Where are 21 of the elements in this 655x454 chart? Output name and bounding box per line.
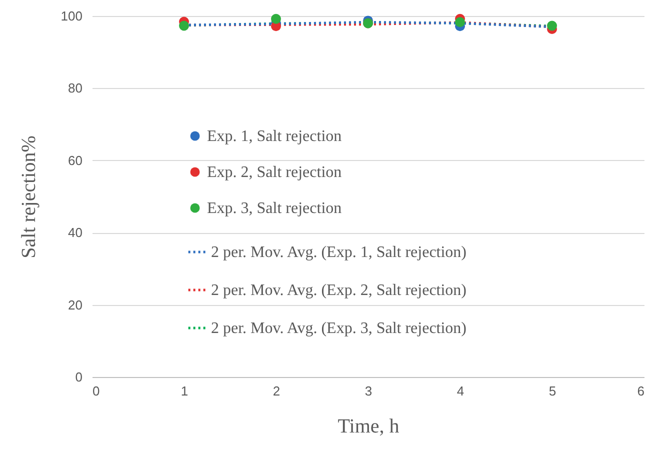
- legend-label: Exp. 3, Salt rejection: [207, 200, 342, 217]
- y-axis-title: Salt rejection%: [18, 136, 40, 258]
- legend-label: Exp. 2, Salt rejection: [207, 164, 342, 181]
- legend-label: 2 per. Mov. Avg. (Exp. 1, Salt rejection): [211, 244, 467, 261]
- y-tick-label: 60: [68, 152, 82, 168]
- legend-label: Exp. 1, Salt rejection: [207, 128, 342, 145]
- y-tick-label: 80: [68, 80, 82, 96]
- legend-label: 2 per. Mov. Avg. (Exp. 3, Salt rejection): [211, 320, 467, 337]
- x-tick-label: 4: [456, 384, 464, 398]
- legend-label: 2 per. Mov. Avg. (Exp. 2, Salt rejection): [211, 282, 467, 299]
- y-tick-label: 20: [68, 297, 82, 312]
- y-tick-label: 100: [60, 8, 82, 24]
- x-tick-label: 2: [272, 384, 280, 398]
- y-tick-label: 40: [68, 225, 82, 240]
- x-tick-label: 0: [92, 384, 100, 398]
- y-tick-label: 0: [75, 370, 82, 384]
- x-tick-label: 3: [364, 384, 372, 398]
- x-tick-label: 1: [180, 384, 188, 398]
- x-tick-label: 6: [637, 384, 644, 398]
- x-axis-title: Time, h: [338, 416, 400, 438]
- x-tick-label: 5: [548, 384, 556, 398]
